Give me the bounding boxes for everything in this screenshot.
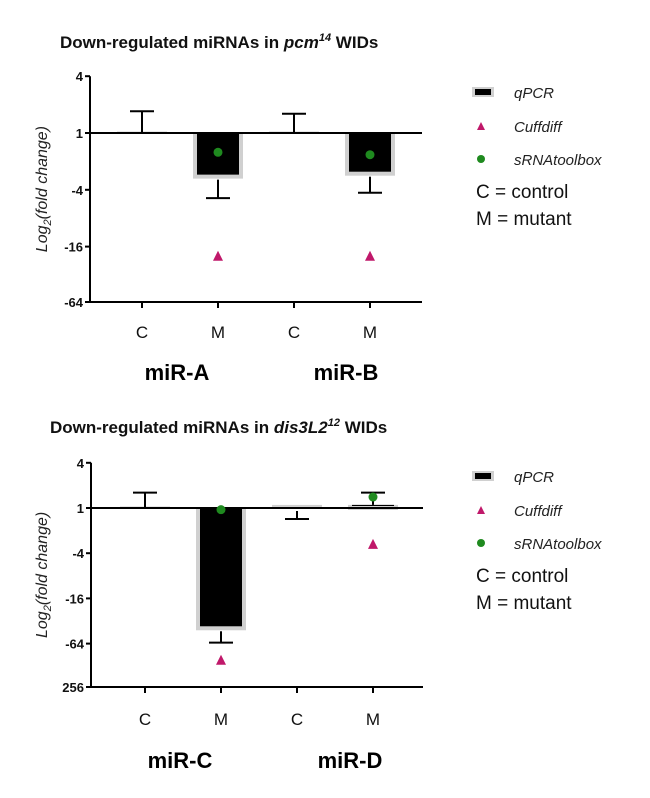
x-tick-label: C (291, 710, 303, 729)
legend-srnatoolbox-icon (477, 155, 485, 163)
chart-1: Down-regulated miRNAs in pcm14 WIDs 4 1 -4 -… (34, 32, 602, 385)
x-tick-label: C (136, 323, 148, 342)
x-tick-label: M (211, 323, 225, 342)
legend: qPCR Cuffdiff sRNAtoolbox C = control M = mu… (472, 469, 602, 614)
cuffdiff-point (213, 250, 223, 261)
y-tick-label: 256 (62, 680, 84, 695)
cuffdiff-point (365, 250, 375, 261)
legend-cuffdiff-icon (477, 506, 485, 514)
key-mutant: M = mutant (476, 593, 572, 614)
srnatoolbox-point (213, 147, 223, 157)
group-label: miR-B (314, 360, 379, 385)
srnatoolbox-point (368, 492, 378, 502)
key-control: C = control (476, 566, 568, 587)
x-tick-label: C (139, 710, 151, 729)
srnatoolbox-point (216, 505, 226, 515)
srnatoolbox-point (365, 150, 375, 160)
legend-qpcr-swatch (475, 89, 491, 95)
y-axis-label: Log2(fold change) (34, 126, 54, 252)
legend-label: Cuffdiff (514, 503, 563, 520)
y-tick-label: -16 (64, 240, 83, 255)
y-tick-label: 1 (76, 126, 83, 141)
y-tick-label: 4 (76, 69, 84, 84)
chart-2: Down-regulated miRNAs in dis3L212 WIDs 4 1… (34, 417, 602, 773)
x-tick-label: M (363, 323, 377, 342)
legend-label: sRNAtoolbox (514, 536, 602, 553)
x-tick-label: M (214, 710, 228, 729)
legend: qPCR Cuffdiff sRNAtoolbox C = control M = mu… (472, 85, 602, 230)
legend-label: qPCR (514, 469, 554, 486)
y-tick-label: 4 (77, 456, 85, 471)
key-control: C = control (476, 182, 568, 203)
y-tick-label: -4 (72, 546, 84, 561)
key-mutant: M = mutant (476, 209, 572, 230)
y-tick-label: 1 (77, 501, 84, 516)
legend-qpcr-swatch (475, 473, 491, 479)
group-label: miR-D (318, 748, 383, 773)
legend-label: Cuffdiff (514, 119, 563, 136)
y-tick-label: -64 (65, 637, 85, 652)
y-axis-label: Log2(fold change) (34, 512, 54, 638)
legend-label: qPCR (514, 85, 554, 102)
y-tick-label: -4 (71, 183, 83, 198)
cuffdiff-point (368, 538, 378, 549)
legend-cuffdiff-icon (477, 122, 485, 130)
x-tick-label: M (366, 710, 380, 729)
x-tick-label: C (288, 323, 300, 342)
legend-srnatoolbox-icon (477, 539, 485, 547)
cuffdiff-point (216, 654, 226, 665)
y-tick-label: -16 (65, 591, 84, 606)
bar-outline (272, 504, 322, 507)
legend-label: sRNAtoolbox (514, 152, 602, 169)
group-label: miR-A (145, 360, 210, 385)
bar (200, 508, 242, 627)
chart-title: Down-regulated miRNAs in dis3L212 WIDs (50, 417, 387, 437)
y-tick-label: -64 (64, 295, 84, 310)
group-label: miR-C (148, 748, 213, 773)
chart-title: Down-regulated miRNAs in pcm14 WIDs (60, 32, 378, 52)
bar (352, 504, 394, 506)
